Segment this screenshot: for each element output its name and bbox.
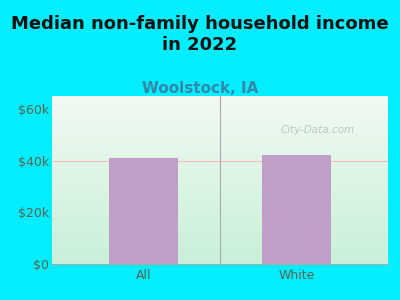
Bar — [109, 158, 178, 264]
Bar — [262, 155, 331, 264]
Text: City-Data.com: City-Data.com — [280, 124, 355, 135]
Text: Woolstock, IA: Woolstock, IA — [142, 81, 258, 96]
Text: Median non-family household income
in 2022: Median non-family household income in 20… — [11, 15, 389, 54]
